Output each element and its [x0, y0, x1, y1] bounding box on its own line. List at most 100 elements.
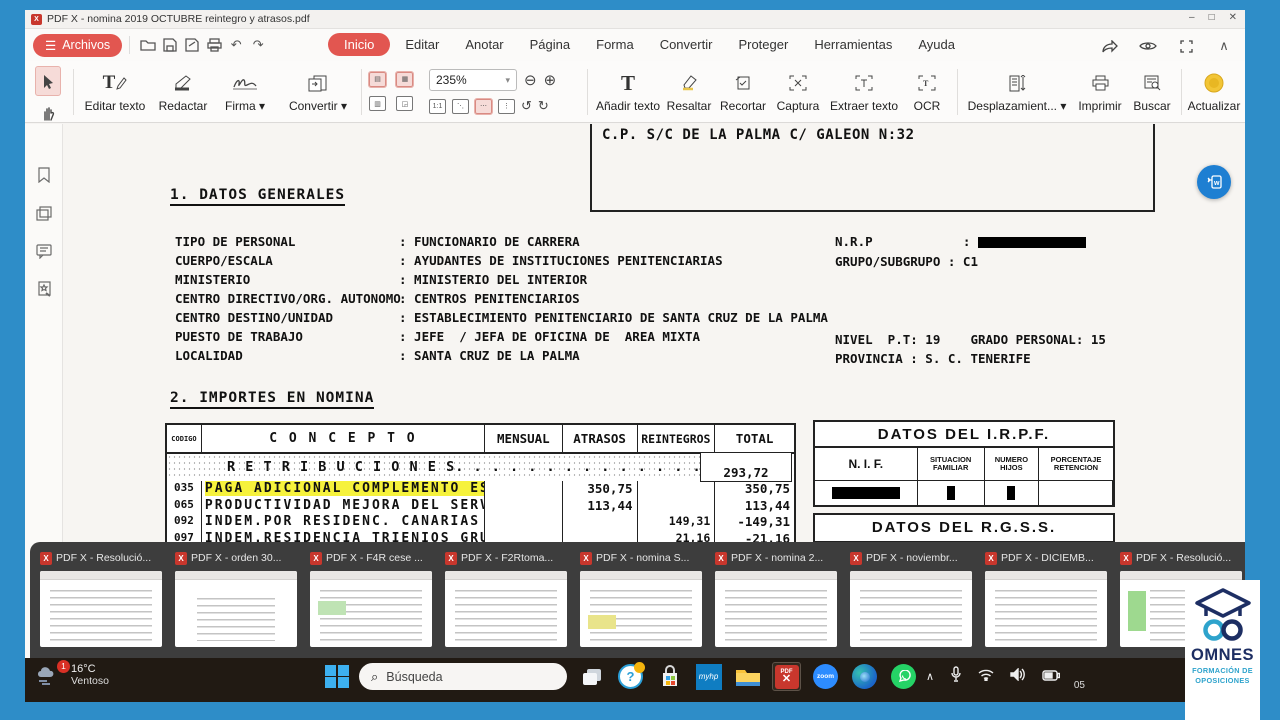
save-as-icon[interactable]: [181, 34, 203, 56]
microphone-icon[interactable]: [950, 666, 962, 687]
redact-button[interactable]: Redactar: [158, 99, 208, 113]
rotate-ccw-button[interactable]: ↺: [521, 98, 532, 113]
preview-window[interactable]: X PDF X - nomina S...: [580, 550, 702, 647]
tab-anotar[interactable]: Anotar: [465, 37, 504, 52]
fit-height-button[interactable]: ⋮: [498, 98, 515, 114]
print-button[interactable]: Imprimir: [1078, 99, 1122, 113]
fit-visible-button[interactable]: ▦: [395, 70, 415, 88]
tab-inicio[interactable]: Inicio: [328, 33, 391, 56]
hand-tool-button[interactable]: [35, 98, 61, 128]
whatsapp-icon[interactable]: [889, 662, 918, 691]
attachments-icon[interactable]: [25, 270, 63, 308]
battery-icon[interactable]: [1042, 668, 1061, 686]
open-file-icon[interactable]: [137, 34, 159, 56]
myhp-app-icon[interactable]: myhp: [694, 662, 723, 691]
tab-ayuda[interactable]: Ayuda: [918, 37, 955, 52]
pdfx-app-icon-active[interactable]: PDF ✕: [772, 662, 801, 691]
fullscreen-icon[interactable]: [1175, 35, 1197, 57]
share-icon[interactable]: [1099, 35, 1121, 57]
title-bar: X PDF X - nomina 2019 OCTUBRE reintegro …: [25, 10, 1245, 29]
convert-button[interactable]: Convertir ▾: [288, 99, 348, 113]
page-thumbnails-icon[interactable]: [25, 194, 63, 232]
maximize-button[interactable]: □: [1208, 12, 1215, 23]
sign-button[interactable]: Firma ▾: [224, 99, 266, 113]
omnes-sub1: FORMACIÓN DE: [1192, 666, 1253, 675]
actual-size-button[interactable]: 1:1: [429, 98, 446, 114]
fit-width-button[interactable]: ⋯: [474, 97, 493, 115]
toolbar: T Editar texto Redactar Firma ▾ Converti…: [25, 61, 1245, 123]
comments-icon[interactable]: [25, 232, 63, 270]
bookmarks-icon[interactable]: [25, 156, 63, 194]
zoom-level-select[interactable]: 235% ▾: [429, 69, 517, 91]
retribuciones-total: 293,72: [700, 452, 792, 482]
extract-text-button[interactable]: Extraer texto: [829, 99, 899, 113]
preview-window-active[interactable]: X PDF X - nomina 2...: [715, 550, 837, 647]
preview-thumbnail[interactable]: [445, 571, 567, 647]
redo-icon[interactable]: ↷: [252, 37, 264, 52]
zoom-out-button[interactable]: ⊖: [524, 72, 537, 89]
crop-icon: [717, 68, 769, 98]
archivos-button[interactable]: ☰ Archivos: [33, 33, 123, 57]
tab-herramientas[interactable]: Herramientas: [814, 37, 893, 52]
table-row: 092 INDEM.POR RESIDENC. CANARIAS OTRAS I…: [167, 514, 794, 531]
capture-button[interactable]: Captura: [776, 99, 820, 113]
preview-window[interactable]: X PDF X - noviembr...: [850, 550, 972, 647]
edit-text-icon: T: [80, 68, 150, 98]
close-button[interactable]: ✕: [1228, 12, 1237, 23]
edge-browser-icon[interactable]: [850, 662, 879, 691]
single-page-view-button[interactable]: ▤: [368, 70, 387, 88]
search-box[interactable]: ⌕ Búsqueda: [359, 663, 567, 690]
convert-to-word-floating-button[interactable]: w: [1197, 165, 1231, 199]
tab-forma[interactable]: Forma: [596, 37, 634, 52]
weather-widget[interactable]: 1 16°C Ventoso: [35, 660, 109, 689]
microsoft-store-icon[interactable]: [655, 662, 684, 691]
volume-icon[interactable]: [1010, 666, 1026, 686]
preview-thumbnail[interactable]: [580, 571, 702, 647]
edit-text-button[interactable]: Editar texto: [84, 99, 146, 113]
zoom-in-button[interactable]: ⊕: [543, 72, 557, 89]
minimize-button[interactable]: –: [1189, 12, 1195, 23]
preview-window[interactable]: X PDF X - Resolució...: [40, 550, 162, 647]
tab-pagina[interactable]: Página: [529, 37, 571, 52]
preview-thumbnail[interactable]: [40, 571, 162, 647]
tray-chevron-icon[interactable]: ∧: [925, 671, 934, 683]
wifi-icon[interactable]: [978, 668, 994, 686]
tab-editar[interactable]: Editar: [405, 37, 440, 52]
rotate-cw-button[interactable]: ↻: [537, 98, 549, 113]
start-button[interactable]: [325, 664, 349, 689]
preview-window[interactable]: X PDF X - F4R cese ...: [310, 550, 432, 647]
search-doc-button[interactable]: Buscar: [1133, 99, 1171, 113]
undo-icon[interactable]: ↶: [230, 37, 242, 52]
col-reintegros: REINTEGROS: [638, 425, 716, 452]
collapse-ribbon-icon[interactable]: ∧: [1219, 38, 1229, 53]
preview-window[interactable]: X PDF X - orden 30...: [175, 550, 297, 647]
preview-window[interactable]: X PDF X - F2Rtoma...: [445, 550, 567, 647]
tab-proteger[interactable]: Proteger: [738, 37, 789, 52]
ocr-button[interactable]: OCR: [913, 99, 941, 113]
scroll-mode-button[interactable]: Desplazamient... ▾: [967, 99, 1067, 113]
zoom-app-icon[interactable]: zoom: [811, 662, 840, 691]
preview-thumbnail[interactable]: [310, 571, 432, 647]
add-text-button[interactable]: Añadir texto: [595, 99, 661, 113]
help-app-icon[interactable]: ?: [616, 662, 645, 691]
two-page-view-button[interactable]: ▥: [369, 96, 386, 111]
task-view-button[interactable]: [577, 662, 606, 691]
preview-thumbnail[interactable]: [985, 571, 1107, 647]
highlight-button[interactable]: Resaltar: [666, 99, 712, 113]
print-icon[interactable]: [203, 34, 225, 56]
table-row: 097 INDEM.RESIDENCIA TRIENIOS GRUPO C 21…: [167, 530, 794, 547]
update-button[interactable]: Actualizar: [1187, 99, 1241, 113]
preview-thumbnail[interactable]: [850, 571, 972, 647]
snapshot-button[interactable]: ◲: [396, 96, 414, 111]
preview-thumbnail[interactable]: [715, 571, 837, 647]
col-codigo: CODIGO: [167, 425, 202, 452]
file-explorer-icon[interactable]: [733, 662, 762, 691]
preview-thumbnail[interactable]: [175, 571, 297, 647]
fit-page-button[interactable]: ⋱: [452, 98, 469, 114]
select-tool-button[interactable]: [35, 66, 61, 96]
crop-button[interactable]: Recortar: [719, 99, 766, 113]
save-icon[interactable]: [159, 34, 181, 56]
tab-convertir[interactable]: Convertir: [659, 37, 713, 52]
preview-window[interactable]: X PDF X - DICIEMB...: [985, 550, 1107, 647]
read-mode-eye-icon[interactable]: [1137, 35, 1159, 57]
